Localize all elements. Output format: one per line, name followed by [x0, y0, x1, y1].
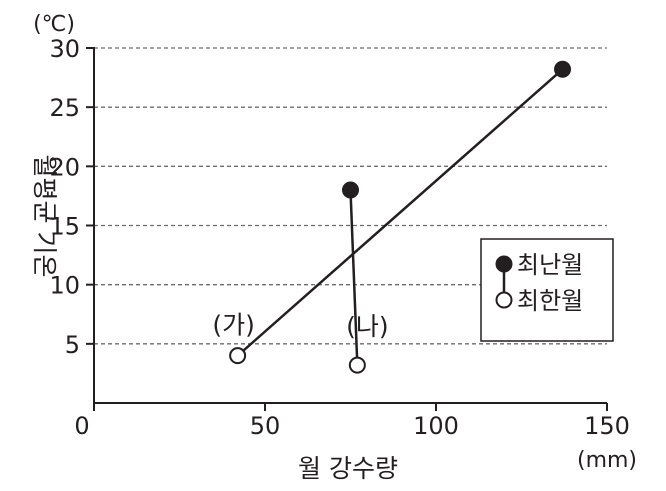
x-axis-title: 월 강수량: [298, 454, 398, 483]
series-line-0: [236, 68, 564, 357]
y-unit-label: (℃): [33, 12, 75, 37]
legend-label-warmest: 최난월: [517, 251, 583, 279]
point-warmest-1: [342, 181, 359, 199]
series-label-1: (나): [346, 312, 389, 341]
y-tick-label-10: 10: [49, 272, 80, 300]
y-tick-label-30: 30: [49, 35, 80, 63]
point-coldest-0: [229, 347, 247, 365]
x-tick-label-150: 150: [584, 412, 630, 440]
point-coldest-1: [348, 356, 366, 374]
axes: [86, 47, 608, 411]
y-tick-label-15: 15: [49, 213, 80, 241]
x-tick-label-50: 50: [250, 412, 281, 440]
legend: 최난월 최한월: [480, 238, 614, 342]
series-group: (가) (나): [212, 60, 572, 374]
y-tick-label-20: 20: [49, 153, 80, 181]
x-tick-label-0: 0: [74, 412, 89, 440]
x-tick-label-100: 100: [413, 412, 459, 440]
series-line-1: [349, 189, 359, 366]
y-tick-label-25: 25: [49, 94, 80, 122]
x-unit-label: (mm): [577, 448, 637, 473]
point-warmest-0: [554, 60, 572, 78]
y-axis-title: 월평균 기온: [30, 155, 59, 278]
legend-marker-warmest: [495, 255, 513, 273]
series-label-0: (가): [212, 311, 255, 340]
tick-labels: 5 10 15 20 25 30 0 50 100 150: [49, 35, 629, 440]
legend-marker-coldest: [495, 291, 513, 309]
legend-label-coldest: 최한월: [517, 287, 583, 315]
y-tick-label-5: 5: [65, 331, 80, 359]
